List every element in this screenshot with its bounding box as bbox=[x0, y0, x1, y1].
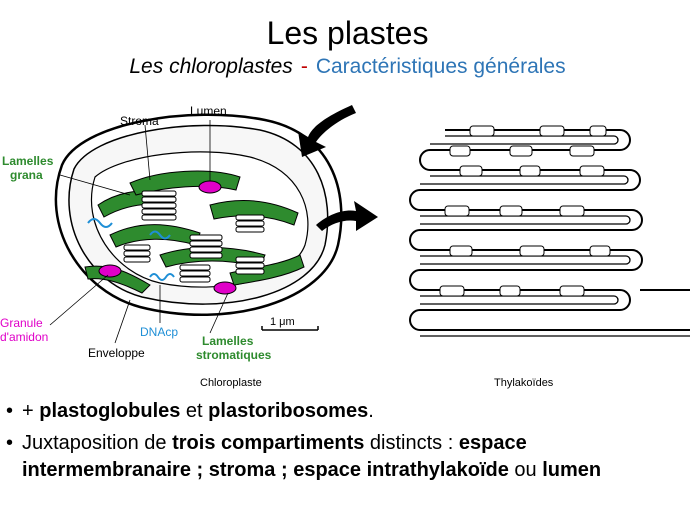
arrow-curved-icon bbox=[298, 105, 356, 157]
text-segment-bold: trois compartiments bbox=[172, 432, 365, 454]
bullet-marker: • bbox=[6, 432, 14, 454]
bullet-text: + plastoglobules et plastoribosomes. bbox=[22, 398, 374, 425]
dna-strands bbox=[87, 218, 175, 281]
page-title: Les plastes bbox=[266, 15, 429, 51]
bullet-marker: • bbox=[6, 400, 14, 422]
starch-granule bbox=[98, 264, 122, 278]
page-subtitle: Les chloroplastes - Caractéristiques génér… bbox=[0, 54, 695, 80]
label-lamelles-strom-1: Lamelles bbox=[202, 334, 254, 348]
text-segment: Juxtaposition de bbox=[22, 432, 173, 454]
thylakoid-drawing bbox=[409, 125, 690, 337]
subtitle-topic: Caractéristiques générales bbox=[315, 55, 566, 78]
starch-granule bbox=[198, 180, 222, 194]
text-segment-bold: plastoglobules bbox=[39, 400, 181, 422]
text-segment: distincts : bbox=[364, 432, 459, 454]
label-scale: 1 μm bbox=[270, 316, 295, 328]
text-segment-bold: plastoribosomes bbox=[208, 400, 369, 422]
label-leaders bbox=[49, 120, 229, 344]
thylakoid-membrane bbox=[409, 129, 690, 331]
label-lamelles-strom-2: stromatiques bbox=[196, 348, 272, 362]
caption-thylakoides: Thylakoïdes bbox=[494, 377, 554, 389]
subtitle-separator: - bbox=[300, 55, 308, 78]
bullet-item: • Juxtaposition de trois compartiments d… bbox=[6, 430, 686, 484]
subtitle-main: Les chloroplastes bbox=[129, 55, 293, 78]
text-segment: + bbox=[22, 400, 40, 422]
label-lumen: Lumen bbox=[190, 104, 227, 118]
caption-chloroplaste: Chloroplaste bbox=[200, 377, 262, 389]
label-granule-2: d'amidon bbox=[0, 330, 48, 344]
chloroplast-figure: Stroma Lumen Lamelles grana Granule d'am… bbox=[0, 104, 690, 389]
label-granule-1: Granule bbox=[0, 316, 43, 330]
arrow-right-icon bbox=[316, 201, 378, 231]
text-segment-bold: lumen bbox=[542, 459, 602, 481]
grana-stacks bbox=[123, 190, 265, 283]
bullet-item: • + plastoglobules et plastoribosomes. bbox=[6, 398, 686, 425]
starch-granule bbox=[213, 281, 237, 295]
chloroplast-drawing bbox=[49, 113, 343, 344]
thylakoid-stacks bbox=[439, 125, 611, 297]
bullet-text: Juxtaposition de trois compartiments dis… bbox=[22, 430, 686, 484]
text-segment: . bbox=[368, 400, 374, 422]
text-segment: et bbox=[180, 400, 209, 422]
label-stroma: Stroma bbox=[120, 114, 159, 128]
label-lamelles-grana-2: grana bbox=[10, 168, 43, 182]
label-enveloppe: Enveloppe bbox=[88, 346, 145, 360]
text-segment: ou bbox=[508, 459, 543, 481]
text-segment-bold: espace intermembranaire ; stroma ; espac… bbox=[22, 432, 527, 481]
label-dnacp: DNAcp bbox=[140, 325, 178, 339]
label-lamelles-grana-1: Lamelles bbox=[2, 154, 54, 168]
bullet-list: • + plastoglobules et plastoribosomes. •… bbox=[6, 398, 686, 489]
